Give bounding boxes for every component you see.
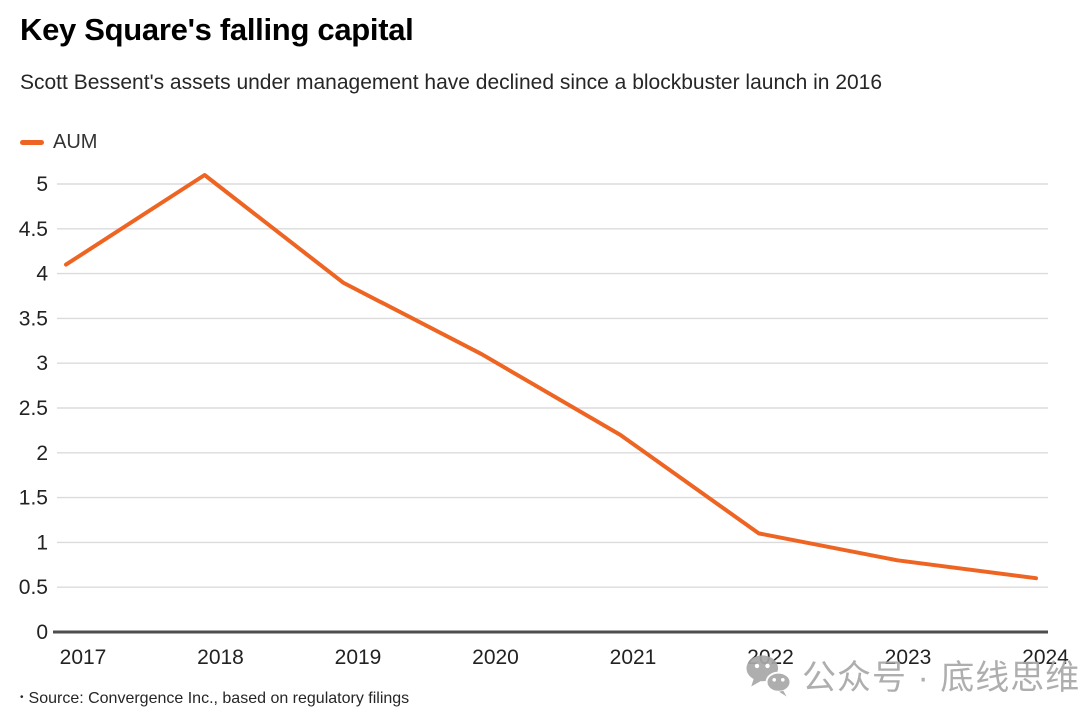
- watermark-text: 公众号 · 底线思维: [802, 659, 1080, 697]
- y-tick-label: 2: [36, 442, 48, 465]
- y-tick-label: 1.5: [19, 487, 48, 510]
- legend: AUM: [20, 131, 97, 154]
- y-tick-label: 0: [36, 621, 48, 644]
- source-text: Source: Convergence Inc., based on regul…: [28, 690, 410, 707]
- source-note: • Source: Convergence Inc., based on regu…: [20, 690, 409, 708]
- x-tick-label: 2024: [1022, 646, 1069, 669]
- x-tick-label: 2023: [885, 646, 932, 669]
- chart-title: Key Square's falling capital: [20, 12, 414, 47]
- y-tick-label: 5: [36, 173, 48, 196]
- x-tick-label: 2021: [610, 646, 657, 669]
- y-tick-label: 0.5: [19, 576, 48, 599]
- source-bullet: •: [20, 692, 24, 703]
- y-tick-label: 3: [36, 352, 48, 375]
- y-tick-label: 2.5: [19, 397, 48, 420]
- watermark: 公众号 · 底线思维: [744, 650, 1080, 699]
- x-tick-label: 2020: [472, 646, 519, 669]
- legend-label: AUM: [53, 131, 98, 153]
- y-tick-label: 3.5: [19, 307, 48, 330]
- chart-subtitle: Scott Bessent's assets under management …: [20, 71, 883, 94]
- x-tick-label: 2018: [197, 646, 244, 669]
- legend-line-swatch: [20, 140, 44, 145]
- y-tick-label: 1: [36, 531, 48, 554]
- aum-line: [64, 173, 1038, 581]
- x-tick-label: 2017: [60, 646, 107, 669]
- y-tick-label: 4: [36, 263, 48, 286]
- y-tick-label: 4.5: [19, 218, 48, 241]
- x-tick-label: 2019: [335, 646, 382, 669]
- wechat-icon: [746, 654, 792, 697]
